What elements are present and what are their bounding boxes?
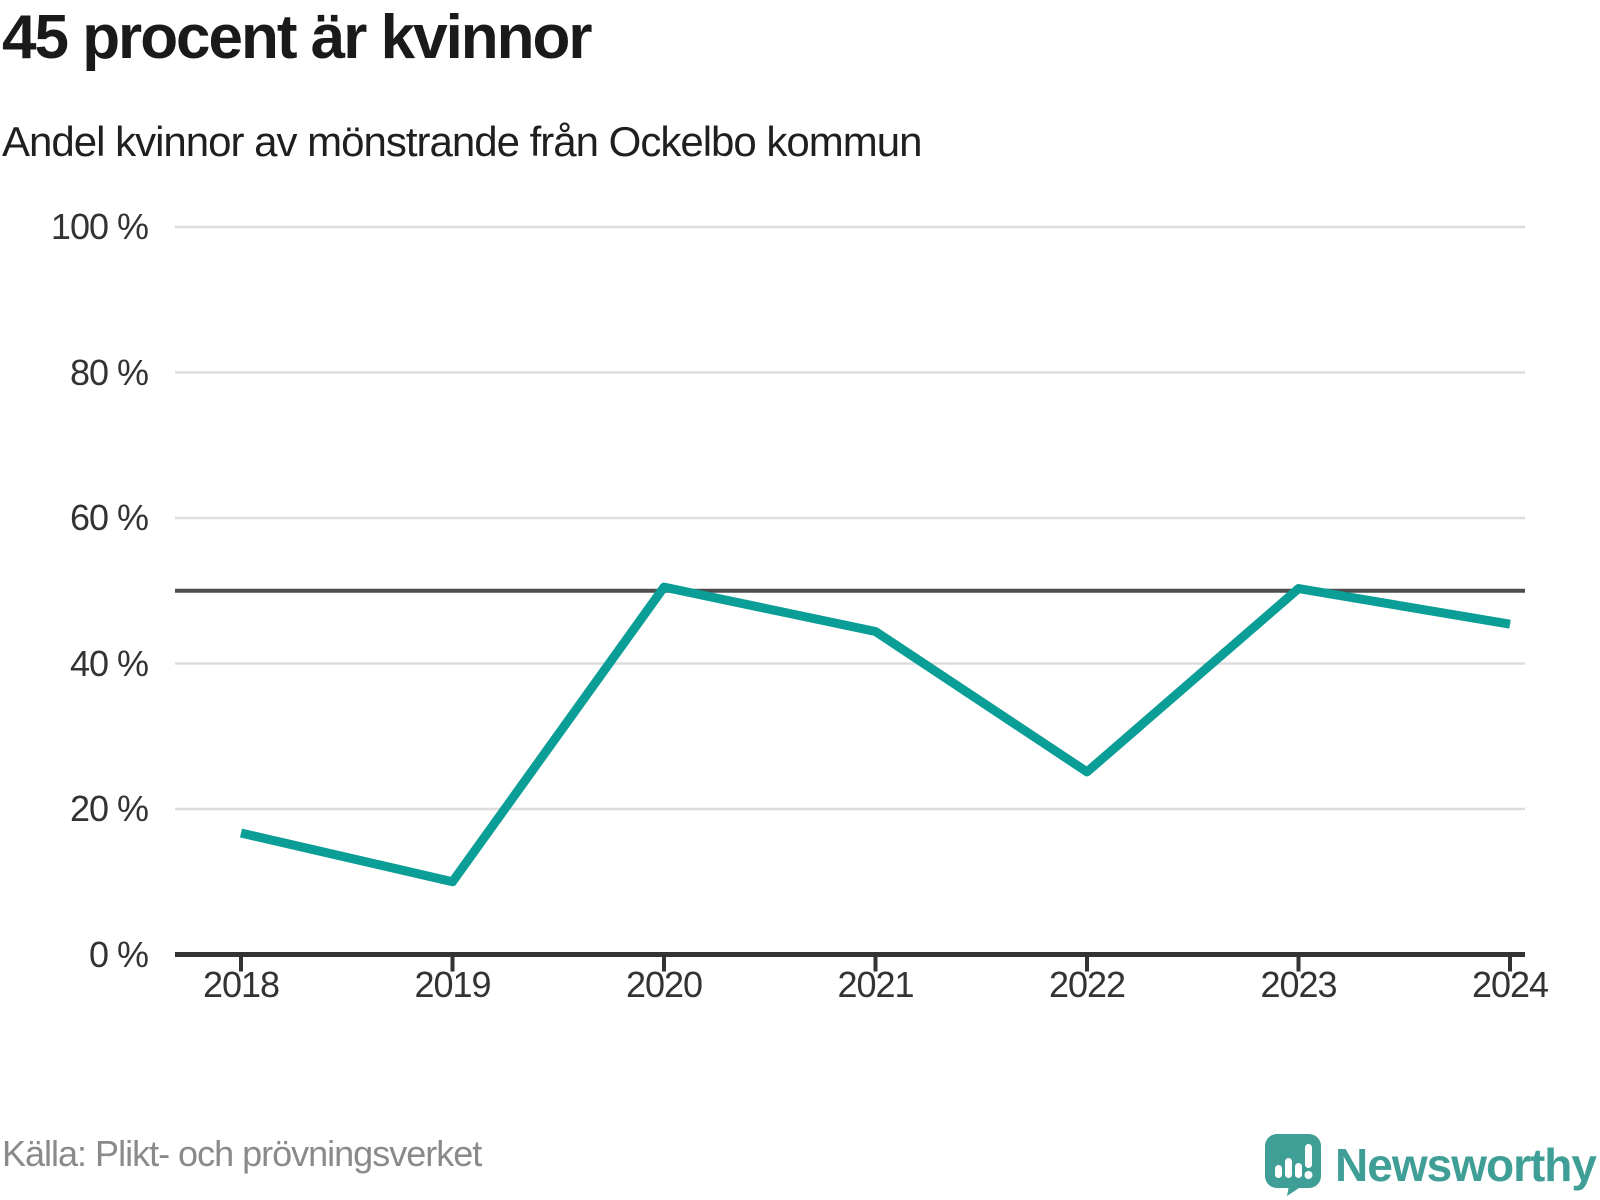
data-line-andel-kvinnor xyxy=(239,582,1511,887)
x-axis-label: 2018 xyxy=(202,964,280,1005)
y-axis-label: 100 % xyxy=(50,206,149,247)
x-axis-label: 2022 xyxy=(1048,964,1126,1005)
x-axis-label: 2020 xyxy=(625,964,703,1005)
brand-wordmark: Newsworthy xyxy=(1335,1139,1597,1191)
x-axis-label: 2021 xyxy=(837,964,914,1005)
chart-subtitle: Andel kvinnor av mönstrande från Ockelbo… xyxy=(2,118,922,165)
brand-logo: Newsworthy xyxy=(1265,1134,1597,1196)
y-axis-label: 80 % xyxy=(69,351,149,393)
x-axis-label: 2023 xyxy=(1260,964,1337,1005)
source-note: Källa: Plikt- och prövningsverket xyxy=(2,1133,482,1174)
y-axis-label: 60 % xyxy=(69,497,149,538)
y-axis-label: 20 % xyxy=(69,788,149,829)
newsworthy-speech-bubble-bar-chart-icon xyxy=(1265,1134,1322,1196)
x-axis-label: 2019 xyxy=(414,964,491,1005)
x-axis-label: 2024 xyxy=(1471,964,1549,1005)
y-axis-label: 0 % xyxy=(88,933,149,975)
chart-title: 45 procent är kvinnor xyxy=(2,3,593,72)
y-axis-label: 40 % xyxy=(69,642,149,684)
